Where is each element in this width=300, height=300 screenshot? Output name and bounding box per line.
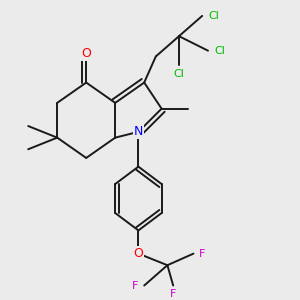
Text: F: F bbox=[132, 280, 139, 290]
Text: Cl: Cl bbox=[174, 69, 184, 79]
Text: Cl: Cl bbox=[208, 11, 219, 21]
Text: F: F bbox=[199, 249, 206, 259]
Text: O: O bbox=[81, 47, 91, 60]
Text: F: F bbox=[170, 289, 176, 299]
Text: O: O bbox=[134, 247, 143, 260]
Text: N: N bbox=[134, 125, 143, 138]
Text: Cl: Cl bbox=[214, 46, 225, 56]
